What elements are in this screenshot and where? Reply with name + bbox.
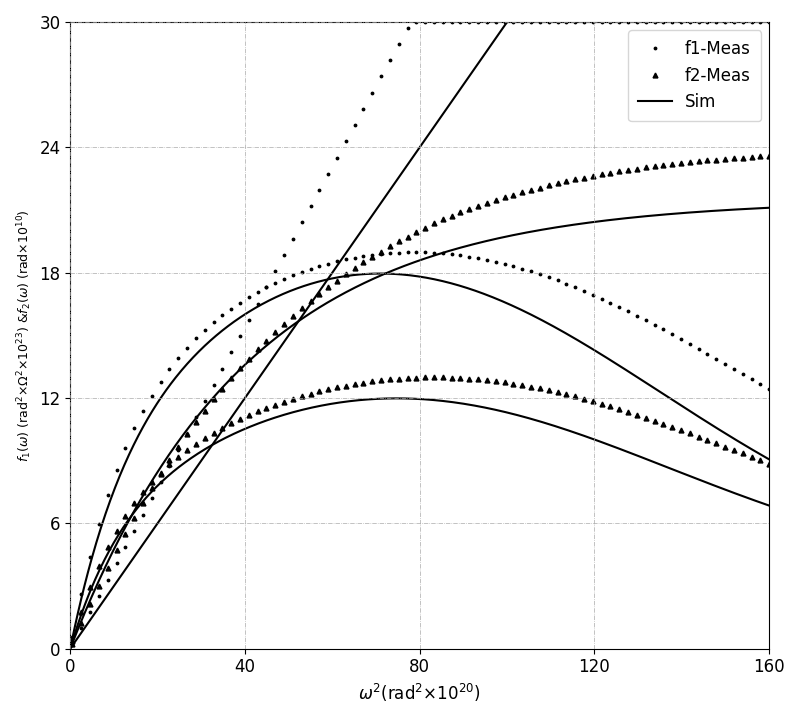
Sim (503, 18, 513, 27)
f1-Meas (553, 18, 562, 27)
f1-Meas (764, 18, 774, 27)
f2-Meas (482, 198, 492, 207)
Sim (478, 53, 487, 62)
Y-axis label: $f_1(\omega)$ (rad$^2$$\times\Omega^2$$\times$10$^{23}$) &$f_2(\omega)$ (rad$\ti: $f_1(\omega)$ (rad$^2$$\times\Omega^2$$\… (15, 209, 34, 462)
Line: Sim: Sim (70, 22, 769, 648)
X-axis label: $\omega^2$(rad$^2$$\times$10$^{20}$): $\omega^2$(rad$^2$$\times$10$^{20}$) (358, 682, 481, 704)
Line: f1-Meas: f1-Meas (70, 19, 772, 647)
Sim (593, 18, 602, 27)
Legend: f1-Meas, f2-Meas, Sim: f1-Meas, f2-Meas, Sim (628, 30, 761, 121)
f2-Meas (685, 157, 694, 166)
f2-Meas (544, 181, 554, 190)
Sim (382, 191, 391, 199)
Sim (66, 644, 75, 652)
Sim (764, 18, 774, 27)
f1-Meas (694, 18, 703, 27)
f2-Meas (68, 639, 78, 648)
f1-Meas (68, 641, 78, 649)
Sim (534, 18, 543, 27)
f1-Meas (526, 18, 536, 27)
f2-Meas (764, 152, 774, 160)
f1-Meas (376, 72, 386, 81)
Sim (190, 467, 199, 475)
Sim (246, 386, 255, 395)
Line: f2-Meas: f2-Meas (70, 153, 772, 646)
f1-Meas (491, 18, 501, 27)
f2-Meas (376, 247, 386, 256)
f1-Meas (500, 18, 510, 27)
f2-Meas (518, 188, 527, 196)
f2-Meas (491, 196, 501, 204)
f1-Meas (411, 18, 421, 27)
